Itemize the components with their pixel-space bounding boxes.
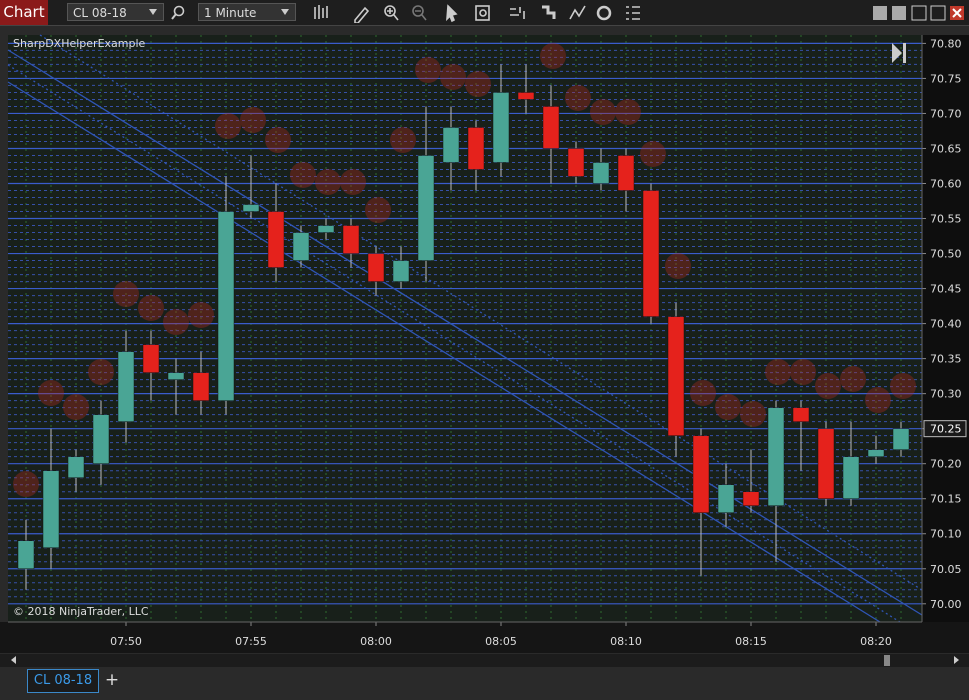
x-tick-label: 08:10: [610, 635, 642, 648]
maximize[interactable]: [930, 5, 946, 21]
toolbar: Chart CL 08-18 1 Minute: [0, 0, 969, 26]
y-tick-label: 70.40: [930, 318, 962, 331]
y-tick-label: 70.10: [930, 528, 962, 541]
time-axis: [0, 622, 969, 653]
plot-background: [8, 35, 922, 622]
candle-body: [692, 435, 710, 513]
candle-body: [792, 407, 810, 422]
last-price-box: [923, 420, 967, 438]
window-buttons: [873, 5, 964, 21]
candle-body: [492, 92, 510, 163]
instrument-select[interactable]: CL 08-18: [67, 3, 164, 21]
search-icon[interactable]: [170, 4, 188, 22]
candle-body: [342, 225, 360, 254]
price-axis: [922, 35, 969, 622]
y-tick-label: 70.30: [930, 388, 962, 401]
candle-body: [392, 260, 410, 282]
y-tick-label: 70.55: [930, 213, 962, 226]
candle-body: [767, 407, 785, 506]
x-tick-label: 08:20: [860, 635, 892, 648]
candle-body: [92, 414, 110, 464]
y-tick-label: 70.05: [930, 563, 962, 576]
y-tick-label: 70.15: [930, 493, 962, 506]
candle-body: [617, 155, 635, 191]
y-tick-label: 70.75: [930, 72, 962, 85]
y-tick-label: 70.70: [930, 107, 962, 120]
trend-lines: [7, 34, 923, 623]
y-tick-label: 70.35: [930, 353, 962, 366]
candle-body: [467, 127, 485, 170]
y-tick-label: 70.80: [930, 37, 962, 50]
max-panel[interactable]: [892, 6, 906, 20]
candle-body: [517, 92, 535, 100]
y-tick-label: 70.50: [930, 248, 962, 261]
candle-body: [267, 211, 285, 268]
candle-body: [842, 456, 860, 499]
x-tick-label: 08:15: [735, 635, 767, 648]
x-tick-label: 08:05: [485, 635, 517, 648]
candle-body: [542, 106, 560, 149]
candle-body: [592, 162, 610, 184]
candle-body: [292, 232, 310, 261]
candle-body: [67, 456, 85, 478]
candle-body: [642, 190, 660, 317]
candle-body: [892, 428, 910, 450]
candle-body: [192, 372, 210, 401]
interval-select[interactable]: 1 Minute: [198, 3, 296, 21]
x-tick-label: 07:50: [110, 635, 142, 648]
candle-body: [417, 155, 435, 261]
y-tick-label: 70.45: [930, 283, 962, 296]
x-tick-label: 08:00: [360, 635, 392, 648]
y-tick-label: 70.20: [930, 458, 962, 471]
candle-body: [142, 344, 160, 373]
candle-body: [217, 211, 235, 401]
y-tick-label: 70.00: [930, 598, 962, 611]
candle-body: [117, 351, 135, 422]
scroll-to-end[interactable]: [892, 43, 906, 63]
candle-body: [742, 491, 760, 506]
chart: SharpDXHelperExample © 2018 NinjaTrader,…: [0, 34, 969, 667]
tool-icons: [314, 4, 640, 23]
tab-bar: CL 08-18 +: [0, 668, 969, 700]
scroll-thumb[interactable]: [884, 655, 890, 666]
candle-body: [867, 449, 885, 457]
candle-body: [817, 428, 835, 499]
y-tick-label: 70.65: [930, 142, 962, 155]
x-tick-label: 07:55: [235, 635, 267, 648]
candle-body: [317, 225, 335, 233]
chart-title: SharpDXHelperExample: [13, 37, 146, 50]
min-panel[interactable]: [873, 6, 887, 20]
minimize[interactable]: [911, 5, 927, 21]
instrument-tab[interactable]: CL 08-18: [27, 669, 99, 693]
candle-body: [42, 470, 60, 548]
chart-tab[interactable]: Chart: [0, 0, 48, 25]
drawn-circles: [13, 43, 916, 497]
candle-body: [367, 253, 385, 282]
copyright: © 2018 NinjaTrader, LLC: [13, 605, 149, 618]
candle-body: [242, 204, 260, 212]
add-tab[interactable]: +: [104, 670, 120, 690]
candle-body: [567, 148, 585, 177]
y-tick-label: 70.60: [930, 178, 962, 191]
candle-body: [717, 484, 735, 513]
candle-body: [17, 540, 35, 570]
last-price-label: 70.25: [930, 423, 962, 436]
candle-body: [167, 372, 185, 380]
candle-body: [667, 316, 685, 436]
candle-body: [442, 127, 460, 163]
scrollbar[interactable]: [0, 654, 969, 667]
